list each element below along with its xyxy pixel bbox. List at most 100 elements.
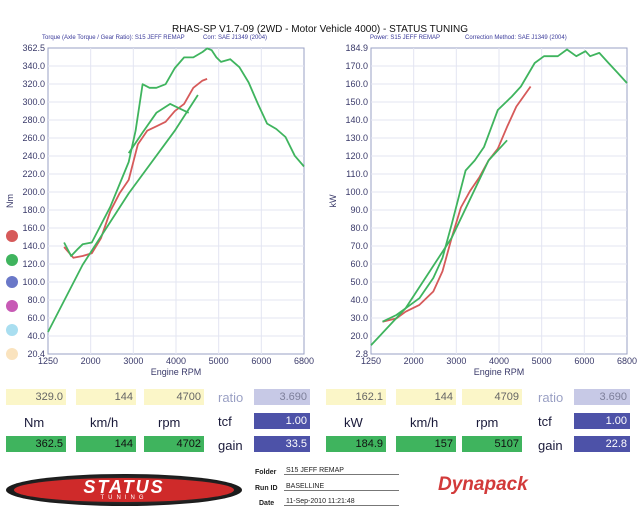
torque-y-tick-label: 260.0 (22, 133, 45, 143)
torque-x-tick-label: 4000 (166, 356, 186, 366)
torque-ratio-value: 3.690 (254, 389, 310, 405)
torque-series-line-1 (63, 47, 305, 257)
torque-series-line-2 (47, 94, 199, 333)
power-x-tick-label: 5000 (532, 356, 552, 366)
torque-y-tick-label: 280.0 (22, 115, 45, 125)
power-correction-label: Correction Method: SAE J1349 (2004) (465, 35, 567, 41)
power-y-tick-label: 50.0 (350, 277, 368, 287)
torque-y-tick-label: 60.0 (27, 313, 45, 323)
power-tcf-value: 1.00 (574, 413, 630, 429)
power-y-tick-label: 20.0 (350, 331, 368, 341)
logo-subtext: TUNING (100, 495, 148, 501)
date-value: 11-Sep-2010 11:21:48 (284, 498, 399, 506)
power-y-tick-label: 170.0 (345, 61, 368, 71)
torque-y-tick-label: 80.0 (27, 295, 45, 305)
power-series-line-1 (382, 48, 628, 323)
torque-gain-value: 33.5 (254, 436, 310, 452)
torque-y-tick-label: 200.0 (22, 187, 45, 197)
power-ratio-label: ratio (538, 390, 564, 405)
power-y-tick-label: 70.0 (350, 241, 368, 251)
dynapack-logo: Dynapack (438, 474, 528, 495)
torque-y-axis-label: Nm (5, 194, 15, 208)
power-y-tick-label: 2.8 (355, 349, 368, 359)
page-title: RHAS-SP V1.7-09 (2WD - Motor Vehicle 400… (171, 24, 468, 35)
power-gain-label: gain (538, 438, 563, 453)
torque-y-tick-label: 240.0 (22, 151, 45, 161)
ratio-label: ratio (218, 390, 244, 405)
torque-x-tick-label: 3000 (123, 356, 143, 366)
power-series-line-0 (382, 85, 532, 323)
power-y-tick-label: 120.0 (345, 151, 368, 161)
power-y-tick-label: 40.0 (350, 295, 368, 305)
torque-unit-label: Nm (24, 415, 45, 430)
torque-y-tick-label: 300.0 (22, 97, 45, 107)
torque-peak-speed: 144 (76, 436, 136, 452)
tcf-label: tcf (218, 414, 232, 429)
torque-y-tick-label: 140.0 (22, 241, 45, 251)
power-y-tick-label: 60.0 (350, 259, 368, 269)
torque-y-tick-label: 40.0 (27, 331, 45, 341)
power-y-tick-label: 80.0 (350, 223, 368, 233)
run-selector-green-icon[interactable] (6, 254, 18, 266)
torque-peak-rpm: 4702 (144, 436, 204, 452)
power-y-tick-label: 100.0 (345, 187, 368, 197)
status-tuning-logo-inner (14, 478, 234, 502)
torque-correction-label: Corr: SAE J1349 (2004) (203, 35, 268, 41)
power-y-tick-label: 30.0 (350, 313, 368, 323)
power-x-tick-label: 6800 (617, 356, 637, 366)
power-peak-speed: 157 (396, 436, 456, 452)
run-id-value: BASELLINE (284, 483, 399, 491)
power-x-tick-label: 2000 (404, 356, 424, 366)
power-x-tick-label: 3000 (446, 356, 466, 366)
power-y-axis-label: kW (328, 194, 338, 208)
power-cursor-speed: 144 (396, 389, 456, 405)
power-x-tick-label: 1250 (361, 356, 381, 366)
torque-x-tick-label: 2000 (81, 356, 101, 366)
power-y-tick-label: 110.0 (346, 169, 368, 179)
torque-y-tick-label: 160.0 (22, 223, 45, 233)
torque-cursor-speed: 144 (76, 389, 136, 405)
torque-x-tick-label: 6000 (251, 356, 271, 366)
power-y-tick-label: 90.0 (350, 205, 368, 215)
power-peak-value: 184.9 (326, 436, 386, 452)
power-chart-label: Power: S15 JEFF REMAP (370, 35, 441, 41)
gain-label: gain (218, 438, 243, 453)
power-x-tick-label: 4000 (489, 356, 509, 366)
rpm-unit-label: rpm (158, 415, 181, 430)
power-x-tick-label: 6000 (574, 356, 594, 366)
torque-y-tick-label: 320.0 (22, 79, 45, 89)
power-unit-label: kW (344, 415, 363, 430)
power-speed-unit-label: km/h (410, 415, 439, 430)
power-cursor-value: 162.1 (326, 389, 386, 405)
run-selector-red-icon[interactable] (6, 230, 18, 242)
power-tcf-label: tcf (538, 414, 552, 429)
torque-peak-value: 362.5 (6, 436, 66, 452)
speed-unit-label: km/h (90, 415, 119, 430)
power-y-tick-label: 130.0 (345, 133, 368, 143)
logo-text: STATUS (83, 477, 165, 497)
power-peak-rpm: 5107 (462, 436, 522, 452)
torque-y-tick-label: 100.0 (22, 277, 45, 287)
torque-y-tick-label: 180.0 (22, 205, 45, 215)
power-y-tick-label: 184.9 (345, 43, 368, 53)
torque-x-tick-label: 1250 (38, 356, 58, 366)
power-y-tick-label: 160.0 (345, 79, 368, 89)
torque-cursor-rpm: 4700 (144, 389, 204, 405)
power-rpm-unit-label: rpm (476, 415, 499, 430)
power-gain-value: 22.8 (574, 436, 630, 452)
date-label: Date (259, 500, 275, 507)
torque-cursor-value: 329.0 (6, 389, 66, 405)
run-selector-beige-icon[interactable] (6, 348, 18, 360)
torque-y-tick-label: 362.5 (22, 43, 45, 53)
run-selector-blue-icon[interactable] (6, 276, 18, 288)
power-cursor-rpm: 4709 (462, 389, 522, 405)
run-selector-lightblue-icon[interactable] (6, 324, 18, 336)
torque-x-tick-label: 6800 (294, 356, 314, 366)
run-selector-magenta-icon[interactable] (6, 300, 18, 312)
power-y-tick-label: 140.0 (345, 115, 368, 125)
power-y-tick-label: 150.0 (345, 97, 368, 107)
torque-x-tick-label: 5000 (209, 356, 229, 366)
torque-chart-label: Torque (Axle Torque / Gear Ratio): S15 J… (42, 35, 185, 41)
